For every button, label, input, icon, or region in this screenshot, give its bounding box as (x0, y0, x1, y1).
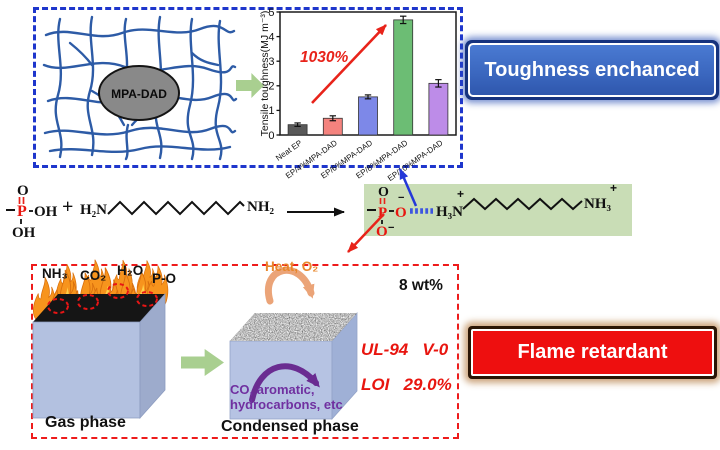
flame-retardant-badge-label: Flame retardant (471, 329, 714, 376)
ul94-rating: UL-94 V-0 (361, 340, 449, 359)
product-highlight (364, 184, 632, 236)
zigzag-chain (462, 197, 583, 211)
annotation-arrow (311, 24, 387, 104)
condensed-phase-caption: Condensed phase (221, 418, 359, 435)
product-structure: O P O − H₃N + NH₃ + O − (367, 181, 617, 240)
amine-right-label: NH₂ (247, 199, 274, 215)
mpa-structure: O P OH OH (6, 183, 58, 241)
gas-phase-caption: Gas phase (45, 414, 126, 431)
bar-2 (358, 96, 378, 136)
released-gases-line1: CO, aromatic, (230, 382, 315, 397)
toughness-badge-label: Toughness enchanced (468, 43, 716, 97)
loi-value: LOI 29.0% (361, 375, 452, 394)
product-o-top: O (378, 185, 389, 200)
plus-charge: + (457, 187, 464, 201)
mpa-oh-right: OH (34, 204, 58, 220)
y-tick-label: 5 (268, 7, 274, 19)
product-p: P (378, 205, 387, 221)
mpa-dad-label: MPA-DAD (111, 87, 167, 101)
y-tick-label: 2 (268, 81, 274, 93)
char-layer (230, 313, 357, 341)
mpa-dad-node (98, 65, 180, 121)
y-tick-label: 1 (268, 105, 274, 117)
polymer-network-diagram: MPA-DAD (42, 15, 238, 161)
red-arrow-line (347, 213, 385, 253)
gas-bubble-icon (107, 283, 129, 299)
loading-label: 8 wt% (399, 277, 443, 294)
released-gases-text: CO, aromatic, hydrocarbons, etc (230, 382, 343, 412)
blue-arrow-line (398, 168, 418, 207)
mpa-oh-bottom: OH (12, 225, 36, 241)
released-gases-arrow (249, 363, 320, 403)
condensed-phase-cube (229, 266, 358, 421)
released-gases-line2: hydrocarbons, etc (230, 397, 343, 412)
gas-label-h2o: H₂O (117, 263, 144, 278)
mpa-o-top: O (17, 183, 29, 199)
product-h3n: H₃N (436, 204, 463, 220)
minus-charge: − (398, 192, 404, 204)
gas-bubble-icon (136, 291, 158, 307)
to-flame-arrow (347, 213, 385, 253)
reaction-arrow (287, 207, 345, 217)
gas-bubble-icon (47, 298, 69, 314)
cube-side (139, 292, 166, 420)
minus-charge: − (388, 222, 394, 234)
y-axis-label: Tensile toughness(MJ m⁻³) (259, 11, 271, 137)
plus-charge: + (610, 181, 617, 195)
y-tick-label: 4 (268, 31, 274, 43)
plus-sign: + (62, 196, 74, 218)
toughness-panel (33, 7, 463, 168)
diamine-chain (107, 200, 245, 216)
flame-panel (31, 264, 459, 439)
gas-bubbles (47, 283, 158, 314)
gas-label-nh3: NH₃ (42, 266, 68, 281)
y-tick-label: 3 (268, 56, 274, 68)
heat-arrow (264, 266, 315, 305)
amine-left-label: H₂N (80, 202, 107, 218)
gas-bubble-icon (77, 294, 99, 310)
bar-4 (428, 82, 449, 136)
x-tick-label: Neat EP (274, 138, 304, 162)
mpa-p: P (17, 203, 27, 220)
y-tick-label: 0 (268, 130, 274, 142)
cube-front (32, 321, 141, 419)
zigzag-chain (107, 200, 245, 216)
toughness-badge: Toughness enchanced (465, 40, 719, 100)
cube-top-burning (33, 294, 165, 322)
gas-phase-cube (32, 259, 169, 420)
bar-3 (393, 19, 414, 136)
product-nh3: NH₃ (584, 196, 612, 212)
to-chart-arrow (398, 168, 418, 207)
gas-label-po: P-O (152, 271, 177, 286)
annotation-text: 1030% (300, 49, 348, 66)
heat-label: Heat, O₂ (265, 259, 319, 274)
char-texture (230, 313, 357, 341)
product-o-right: O (395, 205, 407, 221)
gas-label-co2: CO₂ (80, 268, 107, 283)
flame-retardant-badge: Flame retardant (468, 326, 717, 379)
product-o-bottom: O (376, 224, 388, 240)
